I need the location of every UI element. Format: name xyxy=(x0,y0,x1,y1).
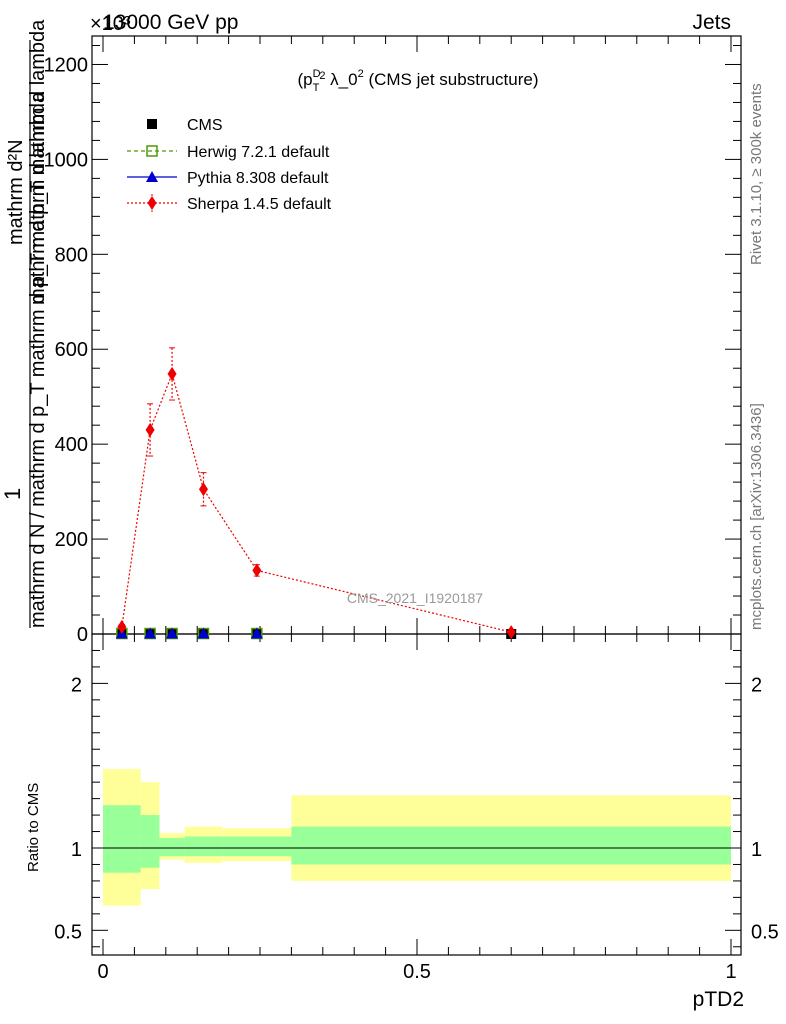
series-group xyxy=(115,347,517,640)
y-tick-label: 400 xyxy=(55,434,88,456)
y-axis-label-upper-2: mathrm d p_T mathrm d lambda xyxy=(27,19,49,305)
ratio-tick-label-right: 1 xyxy=(751,839,762,861)
header-right: Jets xyxy=(692,11,731,34)
data-point-sherpa xyxy=(506,625,516,640)
ratio-band-inner-5 xyxy=(291,826,731,865)
y-tick-label: 1000 xyxy=(44,149,89,171)
y-tick-label: 600 xyxy=(55,339,88,361)
ratio-tick-label-right: 2 xyxy=(751,674,762,696)
data-point-pythia xyxy=(144,627,157,639)
legend-label-pythia: Pythia 8.308 default xyxy=(187,170,329,187)
legend: CMS Herwig 7.2.1 default Pythia 8.308 defa… xyxy=(127,117,332,213)
ratio-tick-label-right: 0.5 xyxy=(751,921,779,943)
data-point-sherpa xyxy=(167,366,177,381)
ratio-plot-frame xyxy=(91,633,742,956)
y-axis-label-one: 1 xyxy=(0,488,25,500)
legend-label-herwig: Herwig 7.2.1 default xyxy=(187,144,330,161)
ratio-tick-label-left: 0.5 xyxy=(54,921,82,943)
data-point-pythia xyxy=(166,627,179,639)
axis-ticks: 0 200 400 600 800 1000 1200 0.5 0.5 1 1 2 2 0 0.5 1 xyxy=(44,36,779,983)
y-axis-label-upper: mathrm d²N xyxy=(5,139,27,245)
x-tick-label: 0.5 xyxy=(403,961,431,983)
y-axis-label-lower: mathrm d N / mathrm d p_T mathrm d p_T m… xyxy=(27,91,49,628)
ratio-band-inner-4 xyxy=(222,836,292,857)
data-point-sherpa xyxy=(198,482,208,497)
x-tick-label: 0 xyxy=(97,961,108,983)
ratio-band-inner-3 xyxy=(184,836,223,857)
ratio-y-label: Ratio to CMS xyxy=(25,783,42,872)
x-tick-label: 1 xyxy=(725,961,736,983)
legend-marker-herwig xyxy=(146,145,158,157)
header-left: 13000 GeV pp xyxy=(103,11,238,34)
side-text-top: Rivet 3.1.10, ≥ 300k events xyxy=(748,83,765,265)
ratio-band-inner-0 xyxy=(103,805,141,873)
y-tick-label: 0 xyxy=(77,624,88,646)
legend-marker-sherpa xyxy=(147,196,157,210)
data-point-pythia xyxy=(197,627,210,639)
ratio-tick-label-left: 2 xyxy=(71,674,82,696)
data-point-pythia xyxy=(250,627,263,639)
watermark: CMS_2021_I1920187 xyxy=(347,590,483,606)
x-axis-label: pTD2 xyxy=(693,988,744,1011)
side-text-bottom: mcplots.cern.ch [arXiv:1306.3436] xyxy=(748,403,765,630)
y-tick-label: 1200 xyxy=(44,54,89,76)
data-point-sherpa xyxy=(145,422,155,437)
ratio-bands xyxy=(103,768,731,906)
y-exponent: ×10³ xyxy=(90,13,131,35)
legend-marker-pythia xyxy=(146,171,158,182)
data-point-sherpa xyxy=(117,619,127,634)
series-line-sherpa xyxy=(121,372,512,633)
ratio-band-inner-1 xyxy=(140,815,160,868)
data-point-sherpa xyxy=(252,563,262,578)
ratio-band-inner-2 xyxy=(159,838,185,857)
legend-label-sherpa: Sherpa 1.4.5 default xyxy=(187,196,332,213)
ratio-tick-label-left: 1 xyxy=(71,839,82,861)
y-tick-label: 800 xyxy=(55,244,88,266)
plot-title: (pD T2 λ_02 (CMS jet substructure) xyxy=(298,68,539,94)
y-tick-label: 200 xyxy=(55,529,88,551)
legend-marker-cms xyxy=(147,119,157,129)
legend-label-cms: CMS xyxy=(187,117,223,134)
